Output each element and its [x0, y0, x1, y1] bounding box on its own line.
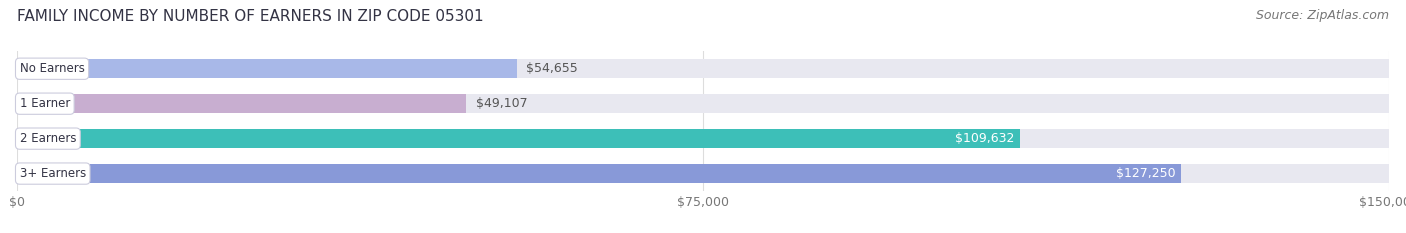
Text: Source: ZipAtlas.com: Source: ZipAtlas.com — [1256, 9, 1389, 22]
Bar — [17, 94, 1389, 113]
Text: $127,250: $127,250 — [1116, 167, 1175, 180]
Text: $54,655: $54,655 — [526, 62, 578, 75]
Bar — [17, 59, 517, 78]
Text: 3+ Earners: 3+ Earners — [20, 167, 86, 180]
Bar — [17, 164, 1389, 183]
Text: 1 Earner: 1 Earner — [20, 97, 70, 110]
Text: FAMILY INCOME BY NUMBER OF EARNERS IN ZIP CODE 05301: FAMILY INCOME BY NUMBER OF EARNERS IN ZI… — [17, 9, 484, 24]
Text: $49,107: $49,107 — [475, 97, 527, 110]
Bar — [17, 129, 1019, 148]
Bar — [17, 164, 1181, 183]
Bar — [17, 94, 467, 113]
Bar — [17, 129, 1389, 148]
Bar — [17, 59, 1389, 78]
Text: $109,632: $109,632 — [955, 132, 1014, 145]
Text: No Earners: No Earners — [20, 62, 84, 75]
Text: 2 Earners: 2 Earners — [20, 132, 76, 145]
